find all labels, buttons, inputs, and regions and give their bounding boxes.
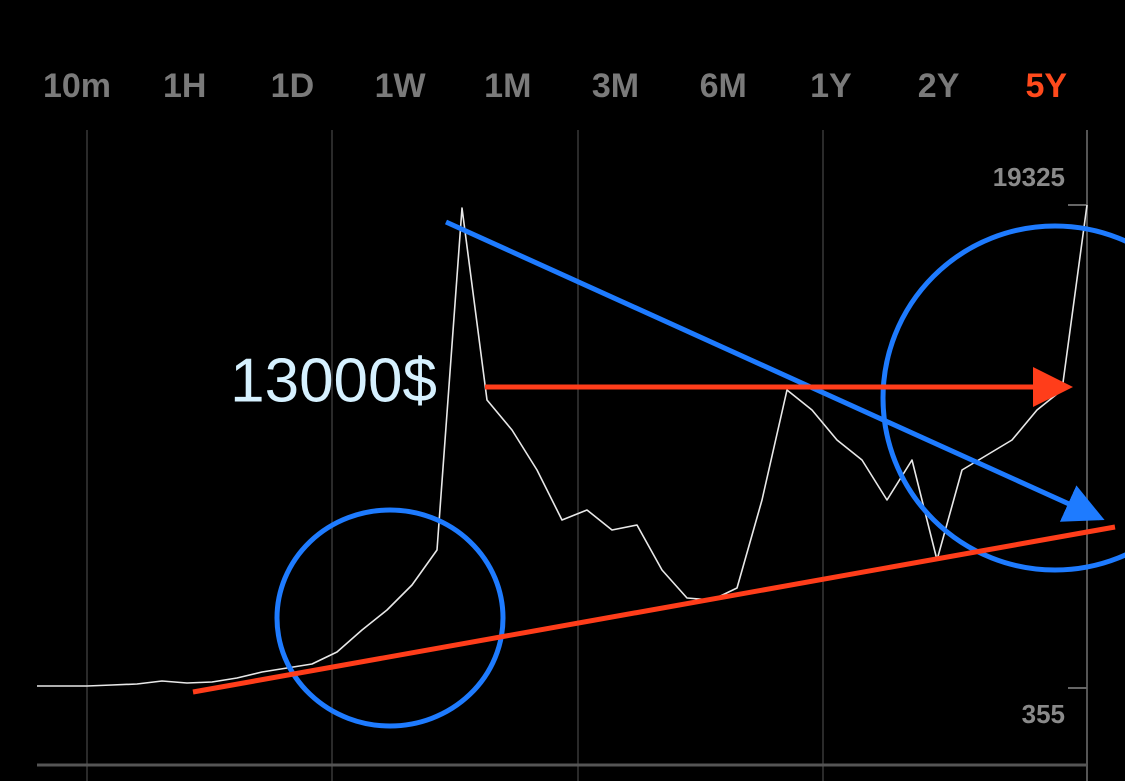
range-tab[interactable]: 3M [592,67,639,105]
price-line [37,204,1088,687]
plot: 355 19325 [37,162,1088,729]
support-line [192,524,1116,695]
annotation-text: 13000$ [230,346,437,415]
range-tab[interactable]: 1W [375,67,427,105]
range-tab[interactable]: 1H [163,67,206,105]
range-tab[interactable]: 6M [700,67,747,105]
circle-annotation [274,507,506,729]
range-tab[interactable]: 2Y [918,67,960,105]
circle-annotation [880,223,1125,573]
range-tab[interactable]: 5Y [1026,67,1068,105]
range-tab[interactable]: 1D [271,67,314,105]
range-tab[interactable]: 1Y [810,67,852,105]
resistance-arrow [444,219,1105,522]
annotations: 13000$ [192,219,1125,729]
range-tabs: 10m 1H 1D 1W 1M 3M 6M 1Y 2Y 5Y [43,67,1067,105]
y-tick-label: 19325 [993,162,1065,192]
range-tab[interactable]: 10m [43,67,111,105]
vertical-grid [86,130,824,781]
range-tab[interactable]: 1M [484,67,531,105]
y-tick-label: 355 [1022,699,1065,729]
